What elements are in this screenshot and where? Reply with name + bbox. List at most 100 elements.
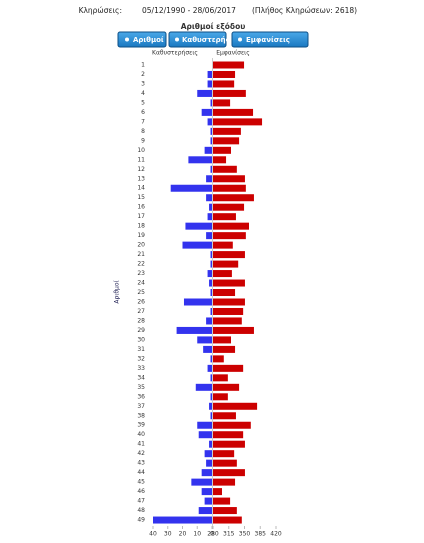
bar xyxy=(204,497,212,505)
y-tick-label: 32 xyxy=(137,355,145,362)
button[interactable]: Εμφανίσεις xyxy=(231,31,309,48)
y-tick-label: 37 xyxy=(137,403,145,410)
x-tick-label: 280 xyxy=(207,531,219,538)
bar xyxy=(210,289,212,297)
bar xyxy=(213,165,237,173)
bar xyxy=(213,488,222,496)
series-label: Καθυστερήσεις xyxy=(152,50,198,57)
bar xyxy=(197,336,212,344)
bar xyxy=(201,108,212,116)
bar xyxy=(207,364,212,372)
bar xyxy=(203,345,212,353)
bar xyxy=(213,516,242,524)
bar xyxy=(195,383,212,391)
bar xyxy=(213,251,245,259)
bar xyxy=(204,146,212,154)
bar xyxy=(198,431,212,439)
y-tick-label: 43 xyxy=(137,460,145,467)
bar xyxy=(213,383,240,391)
x-tick-label: 385 xyxy=(255,531,267,538)
y-tick-label: 18 xyxy=(137,223,145,230)
y-tick-label: 31 xyxy=(137,346,145,353)
bar xyxy=(213,450,235,458)
bar xyxy=(213,118,263,126)
bar xyxy=(210,355,212,363)
bar xyxy=(213,184,246,192)
series-label: Εμφανίσεις xyxy=(216,50,250,57)
bar xyxy=(213,127,241,135)
bar xyxy=(170,184,212,192)
bar xyxy=(183,298,212,306)
bar xyxy=(213,374,228,382)
bar xyxy=(210,165,212,173)
bar xyxy=(201,469,212,477)
bar xyxy=(213,364,244,372)
bar xyxy=(213,307,244,315)
y-tick-label: 47 xyxy=(137,498,145,505)
bar xyxy=(213,213,236,221)
button-label[interactable]: Καθυστερήσεις xyxy=(182,36,242,44)
chart-title: Αριθμοί εξόδου xyxy=(181,22,246,31)
y-tick-label: 33 xyxy=(137,365,145,372)
bar xyxy=(213,108,254,116)
y-tick-label: 19 xyxy=(137,232,145,239)
bar xyxy=(213,431,244,439)
y-tick-label: 29 xyxy=(137,327,145,334)
button[interactable]: Καθυστερήσεις xyxy=(168,31,242,48)
y-tick-label: 6 xyxy=(141,109,145,116)
bar xyxy=(176,326,212,334)
y-tick-label: 27 xyxy=(137,308,145,315)
y-tick-label: 36 xyxy=(137,393,145,400)
button[interactable]: Αριθμοί xyxy=(117,31,167,48)
y-tick-label: 16 xyxy=(137,204,145,211)
bar xyxy=(210,251,212,259)
y-tick-label: 22 xyxy=(137,261,145,268)
y-tick-label: 3 xyxy=(141,80,145,87)
bar xyxy=(207,118,212,126)
bar xyxy=(213,61,245,69)
bar xyxy=(213,345,236,353)
header-period: 05/12/1990 - 28/06/2017 xyxy=(142,6,236,15)
bar xyxy=(191,478,212,486)
y-tick-label: 5 xyxy=(141,99,145,106)
bar xyxy=(182,241,212,249)
y-tick-label: 9 xyxy=(141,137,145,144)
bar xyxy=(198,507,212,515)
y-tick-label: 41 xyxy=(137,441,145,448)
x-tick-label: 350 xyxy=(239,531,251,538)
y-tick-label: 24 xyxy=(137,280,145,287)
bar xyxy=(213,241,233,249)
bar xyxy=(213,99,231,107)
bar xyxy=(213,459,237,467)
y-tick-label: 25 xyxy=(137,289,145,296)
y-tick-label: 44 xyxy=(137,469,145,476)
y-tick-label: 40 xyxy=(137,431,145,438)
y-tick-label: 28 xyxy=(137,317,145,324)
y-tick-label: 49 xyxy=(137,517,145,524)
bar xyxy=(210,260,212,268)
y-tick-label: 26 xyxy=(137,299,145,306)
bar xyxy=(210,307,212,315)
y-tick-label: 45 xyxy=(137,479,145,486)
bar xyxy=(153,516,212,524)
bar xyxy=(213,89,246,97)
x-tick-label: 20 xyxy=(179,531,187,538)
bar xyxy=(213,289,236,297)
bar xyxy=(210,99,212,107)
bar xyxy=(210,374,212,382)
bar xyxy=(213,440,245,448)
bar xyxy=(188,156,212,164)
y-axis-label: Αριθμοί xyxy=(114,280,121,303)
button-label[interactable]: Εμφανίσεις xyxy=(246,36,290,44)
bar xyxy=(197,421,212,429)
bar xyxy=(206,459,212,467)
y-tick-label: 23 xyxy=(137,270,145,277)
bar xyxy=(213,421,251,429)
button-label[interactable]: Αριθμοί xyxy=(133,36,164,44)
header-label: Κληρώσεις: xyxy=(79,6,122,15)
y-tick-label: 1 xyxy=(141,62,145,69)
bar xyxy=(213,469,245,477)
y-tick-label: 4 xyxy=(141,90,145,97)
y-tick-label: 12 xyxy=(137,166,145,173)
